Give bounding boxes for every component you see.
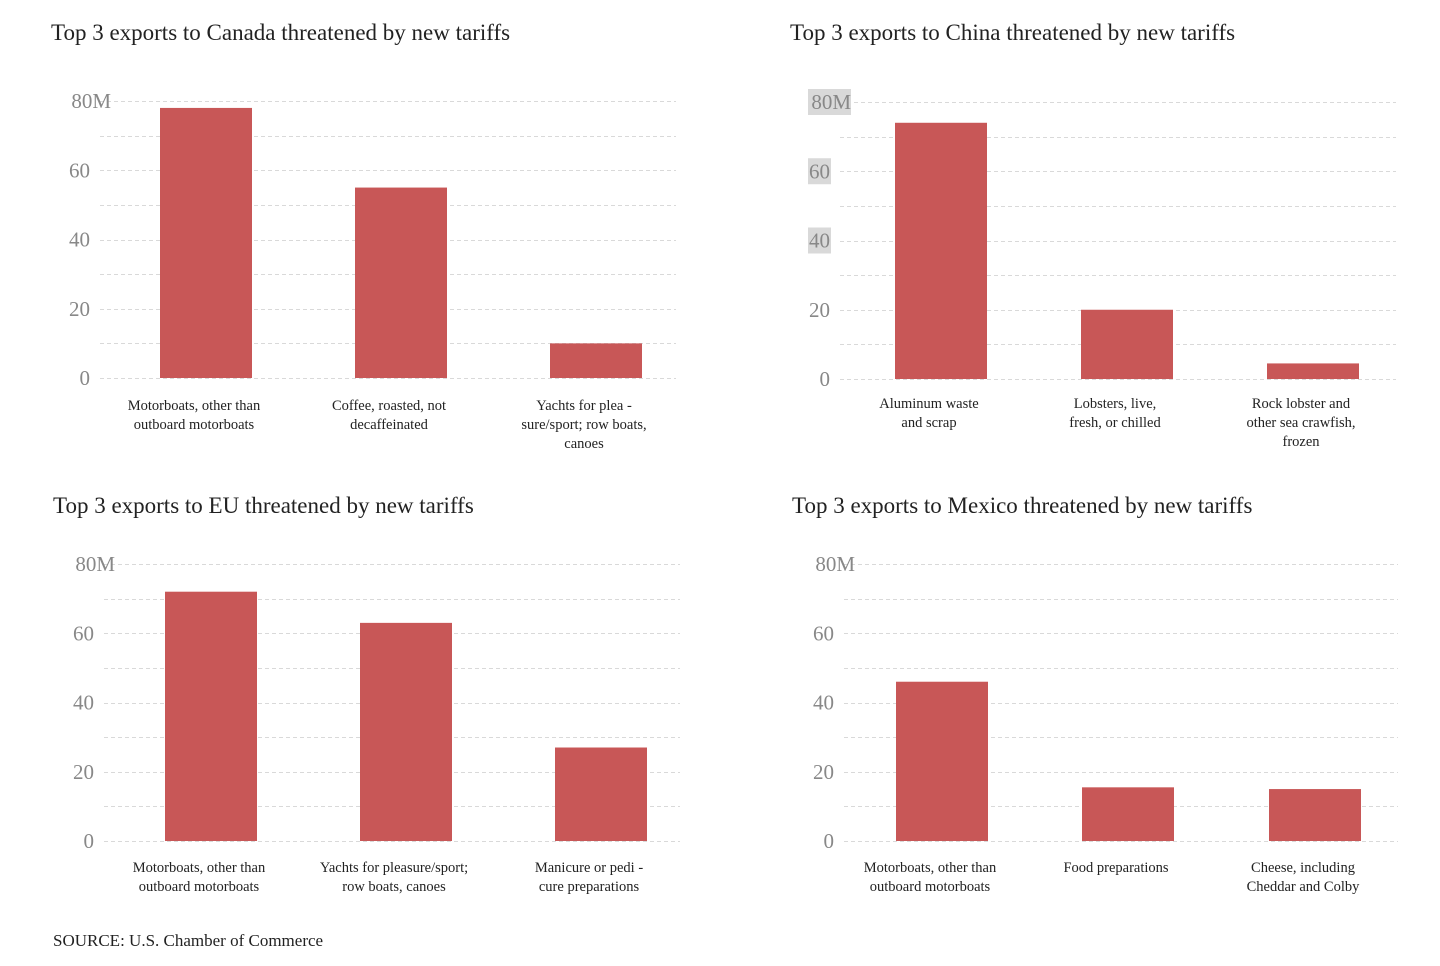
y-tick-label: 60 (69, 158, 90, 182)
chart-title-canada: Top 3 exports to Canada threatened by ne… (51, 20, 511, 45)
y-tick-label: 80M (811, 90, 851, 114)
category-label: Yachts for plea -sure/sport; row boats, c… (521, 398, 646, 452)
tick-highlight (808, 227, 831, 254)
bar (1267, 363, 1359, 379)
chart-title-china: Top 3 exports to China threatened by new… (790, 20, 1236, 45)
category-label: Cheese, including Cheddar and Colby (1247, 860, 1361, 895)
y-tick-label: 60 (809, 159, 830, 183)
chart-title-eu: Top 3 exports to EU threatened by new ta… (53, 493, 474, 518)
y-tick-label: 40 (69, 228, 90, 252)
chart-eu: 0 20 40 60 80M Motorboats, other than outboard… (73, 552, 680, 895)
y-tick-label: 40 (809, 229, 830, 253)
bar (355, 187, 447, 378)
tick-highlight (808, 89, 851, 115)
bar (895, 122, 987, 380)
bar (165, 591, 257, 841)
y-tick-label: 40 (73, 691, 94, 715)
category-label: Coffee, roasted, not decaffeinated (332, 398, 446, 433)
bar (1269, 789, 1361, 841)
bar (555, 747, 647, 841)
y-tick-label: 60 (73, 621, 94, 645)
bar (550, 343, 642, 378)
category-label: Motorboats, other than outboard motorboat… (128, 398, 261, 433)
bar (160, 107, 252, 379)
y-tick-label: 80M (71, 89, 111, 113)
y-tick-label: 60 (813, 621, 834, 645)
bar (1082, 787, 1174, 841)
category-label: Rock lobster and other sea crawfish, froze… (1246, 396, 1355, 450)
category-label: Motorboats, other than outboard motorboat… (133, 860, 266, 895)
y-tick-label: 80M (75, 552, 115, 576)
bar (896, 681, 988, 841)
chart-mexico: 0 20 40 60 80M Motorboats, other than outboard… (813, 552, 1398, 895)
source-note: SOURCE: U.S. Chamber of Commerce (53, 931, 324, 950)
category-label: Manicure or pedi -cure preparations (535, 860, 643, 895)
y-tick-label: 20 (73, 760, 94, 784)
y-tick-label: 20 (809, 298, 830, 322)
y-tick-label: 40 (813, 691, 834, 715)
category-label: Lobsters, live, fresh, or chilled (1069, 396, 1161, 431)
tick-highlight (808, 158, 831, 185)
y-tick-label: 0 (824, 829, 835, 853)
y-tick-label: 20 (69, 297, 90, 321)
y-tick-label: 0 (80, 366, 91, 390)
bar (360, 622, 452, 841)
chart-canada: 0 20 40 60 80M Motorboats, other than outboard… (69, 89, 676, 452)
chart-title-mexico: Top 3 exports to Mexico threatened by ne… (792, 493, 1253, 518)
category-label: Yachts for pleasure/sport; row boats, can… (320, 860, 468, 895)
bar (1081, 309, 1173, 379)
category-label: Motorboats, other than outboard motorboat… (864, 860, 997, 895)
category-label: Food preparations (1063, 860, 1168, 876)
y-tick-label: 20 (813, 760, 834, 784)
y-tick-label: 80M (815, 552, 855, 576)
y-tick-label: 0 (84, 829, 95, 853)
y-tick-label: 0 (820, 367, 831, 391)
category-label: Aluminum waste and scrap (879, 396, 978, 431)
chart-china: 0 20 40 60 80M Aluminum waste and scrap Lobster… (808, 89, 1396, 450)
